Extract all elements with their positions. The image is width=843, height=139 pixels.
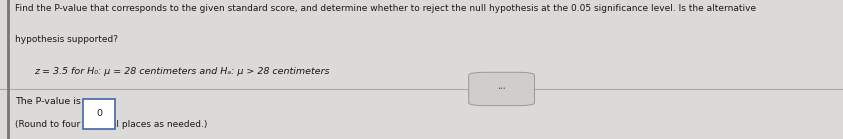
Text: 0: 0 [96,110,102,118]
Text: z = 3.5 for H₀: μ = 28 centimeters and Hₐ: μ > 28 centimeters: z = 3.5 for H₀: μ = 28 centimeters and H… [34,67,330,76]
FancyBboxPatch shape [469,72,534,106]
Text: The P-value is: The P-value is [15,97,84,106]
FancyBboxPatch shape [83,99,115,129]
Text: Find the P-value that corresponds to the given standard score, and determine whe: Find the P-value that corresponds to the… [15,4,756,13]
Text: (Round to four decimal places as needed.): (Round to four decimal places as needed.… [15,120,207,129]
Text: •••: ••• [497,86,506,91]
Text: hypothesis supported?: hypothesis supported? [15,35,118,44]
FancyBboxPatch shape [8,90,843,139]
